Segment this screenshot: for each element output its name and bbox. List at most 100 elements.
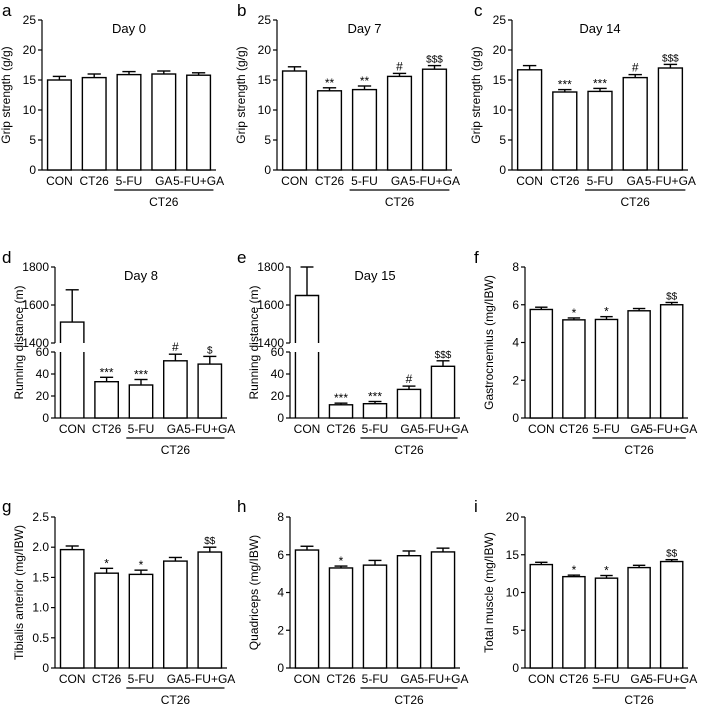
y-tick-label: 1400 xyxy=(257,336,284,350)
bar xyxy=(430,365,456,419)
y-tick-label: 15 xyxy=(258,73,272,87)
bar xyxy=(94,572,119,669)
x-tick-label: CON xyxy=(516,174,543,188)
x-tick-label: 5-FU+GA xyxy=(173,174,224,188)
bar xyxy=(94,381,119,419)
x-tick-label: CT26 xyxy=(92,672,122,686)
y-tick-label: 0.5 xyxy=(32,631,49,645)
y-axis-label: Grip strength (g/g) xyxy=(0,46,13,143)
significance-label: # xyxy=(406,372,413,386)
chart-title: Day 15 xyxy=(354,268,395,283)
group-label: CT26 xyxy=(624,693,654,707)
x-tick-label: GA xyxy=(155,174,172,188)
x-tick-label: CON xyxy=(59,672,86,686)
x-tick-label: GA xyxy=(627,174,644,188)
y-tick-label: 25 xyxy=(493,13,507,27)
bar xyxy=(197,551,223,669)
bar xyxy=(562,319,586,419)
y-tick-label: 1600 xyxy=(22,298,49,312)
y-tick-label: 5 xyxy=(264,133,271,147)
bar xyxy=(396,554,422,669)
bar xyxy=(151,73,177,171)
chart-title: Day 7 xyxy=(348,21,382,36)
y-axis-label: Gastrocnemius (mg/IBW) xyxy=(482,275,496,410)
group-label: CT26 xyxy=(394,443,424,457)
panel-letter: i xyxy=(474,497,478,516)
y-tick-label: 20 xyxy=(36,389,50,403)
y-tick-label: 0 xyxy=(512,661,519,675)
bar xyxy=(294,352,320,418)
x-tick-label: 5-FU xyxy=(593,672,620,686)
chart-title: Day 8 xyxy=(124,268,158,283)
y-tick-label: 15 xyxy=(493,73,507,87)
x-tick-label: CON xyxy=(528,672,555,686)
y-tick-label: 25 xyxy=(258,13,272,27)
y-tick-label: 0 xyxy=(277,411,284,425)
x-tick-label: 5-FU+GA xyxy=(646,422,697,436)
y-tick-label: 40 xyxy=(271,367,285,381)
chart-title: Day 14 xyxy=(579,21,620,36)
y-tick-label: 20 xyxy=(271,389,285,403)
x-tick-label: CON xyxy=(294,672,321,686)
bar xyxy=(116,73,142,171)
panel-f: f 0 2 4 6 8 CON * CT26 * 5-FU GA $$ 5-FU+GA CT26 Gastro… xyxy=(474,248,697,457)
bar xyxy=(594,318,619,419)
panel-c: c 0 5 10 15 20 25 Day 14 CON *** CT26 *** 5-FU # GA $$$… xyxy=(469,1,696,209)
bar xyxy=(552,91,578,171)
y-tick-label: 4 xyxy=(512,336,519,350)
y-tick-label: 1.0 xyxy=(32,601,49,615)
significance-label: ** xyxy=(360,74,370,88)
bar xyxy=(430,551,456,669)
x-tick-label: 5-FU xyxy=(362,672,389,686)
y-axis-label: Total muscle (mg/IBW) xyxy=(482,532,496,653)
x-tick-label: 5-FU xyxy=(587,174,614,188)
y-tick-label: 1.5 xyxy=(32,570,49,584)
y-tick-label: 1600 xyxy=(257,298,284,312)
group-label: CT26 xyxy=(161,693,191,707)
y-tick-label: 8 xyxy=(512,260,519,274)
significance-label: # xyxy=(172,340,179,354)
y-tick-label: 20 xyxy=(493,43,507,57)
x-tick-label: GA xyxy=(400,672,417,686)
x-tick-label: CT26 xyxy=(326,422,356,436)
y-tick-label: 5 xyxy=(29,133,36,147)
panel-h: h 0 2 4 6 8 CON * CT26 5-FU GA 5-FU+GA CT26 Quadricep… xyxy=(237,497,469,707)
group-label: CT26 xyxy=(624,443,654,457)
x-tick-label: 5-FU+GA xyxy=(417,422,468,436)
y-tick-label: 10 xyxy=(258,103,272,117)
bar xyxy=(59,352,85,418)
y-tick-label: 60 xyxy=(271,345,285,359)
significance-label: *** xyxy=(334,391,348,405)
bar xyxy=(316,90,343,171)
y-axis-label: Grip strength (g/g) xyxy=(234,46,248,143)
group-label: CT26 xyxy=(394,693,424,707)
panel-letter: c xyxy=(474,1,483,20)
significance-label: # xyxy=(396,59,403,73)
x-tick-label: CON xyxy=(46,174,73,188)
bar xyxy=(386,75,413,171)
bar xyxy=(128,573,154,669)
y-tick-label: 10 xyxy=(23,103,37,117)
x-tick-label: 5-FU xyxy=(128,672,155,686)
chart-title: Day 0 xyxy=(112,21,146,36)
x-tick-label: CT26 xyxy=(559,672,589,686)
group-label: CT26 xyxy=(385,195,415,209)
x-tick-label: 5-FU+GA xyxy=(645,174,696,188)
y-tick-label: 60 xyxy=(36,345,50,359)
x-tick-label: 5-FU+GA xyxy=(409,174,460,188)
bar xyxy=(163,360,188,419)
bar xyxy=(622,76,648,171)
significance-label: # xyxy=(632,61,639,75)
y-tick-label: 1400 xyxy=(22,336,49,350)
significance-label: $$$ xyxy=(435,350,452,361)
x-tick-label: CT26 xyxy=(326,672,356,686)
y-tick-label: 1800 xyxy=(22,260,49,274)
panel-letter: g xyxy=(2,497,11,516)
y-axis-label: Running distance (m) xyxy=(247,285,261,399)
significance-label: $$ xyxy=(666,291,678,302)
x-tick-label: CT26 xyxy=(80,174,110,188)
x-tick-label: CT26 xyxy=(315,174,345,188)
y-axis-label: Tibialis anterior (mg/IBW) xyxy=(12,525,26,660)
bar xyxy=(163,560,188,669)
